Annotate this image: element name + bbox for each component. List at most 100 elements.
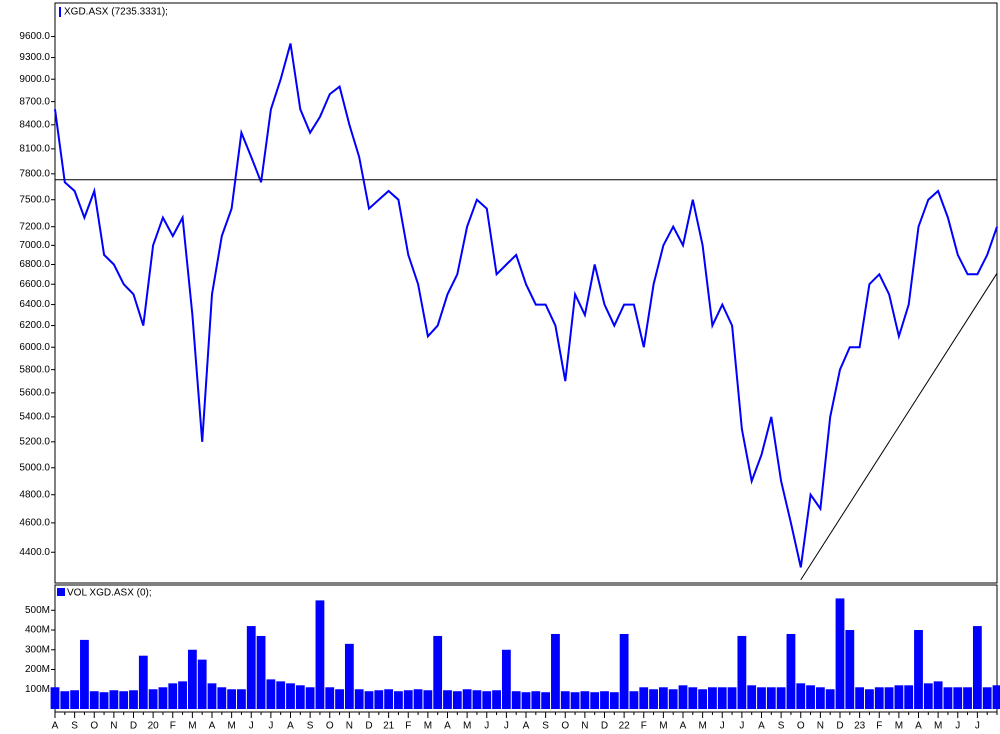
y-tick-label: 4800.0 [19, 489, 50, 500]
volume-bar [256, 635, 266, 709]
volume-bar [403, 690, 413, 709]
x-tick-label: S [542, 721, 549, 732]
volume-bar [364, 691, 374, 709]
x-tick-label: O [797, 721, 805, 732]
volume-bar [904, 685, 914, 709]
volume-bar [295, 685, 305, 709]
volume-bar [708, 687, 717, 709]
volume-bar [492, 690, 501, 709]
x-tick-label: J [268, 721, 273, 732]
x-tick-label: S [307, 721, 314, 732]
x-tick-label: 21 [383, 721, 395, 732]
volume-bar [70, 690, 80, 709]
x-tick-label: N [346, 721, 353, 732]
volume-bar [168, 683, 178, 709]
x-tick-label: J [720, 721, 725, 732]
volume-bar [776, 687, 786, 709]
volume-bar [972, 626, 982, 709]
y-tick-label: 100M [25, 684, 50, 695]
volume-bar [894, 685, 904, 709]
volume-bar [60, 691, 70, 709]
volume-bar [649, 689, 658, 709]
volume-bar [276, 681, 286, 709]
volume-bar [315, 600, 325, 709]
volume-bar [855, 687, 865, 709]
volume-bar [217, 687, 227, 709]
y-tick-label: 6400.0 [19, 299, 50, 310]
x-tick-label: A [287, 721, 294, 732]
y-tick-label: 7800.0 [19, 168, 50, 179]
volume-bar [619, 633, 629, 709]
x-tick-label: M [188, 721, 196, 732]
y-tick-label: 5000.0 [19, 462, 50, 473]
volume-bar [717, 687, 727, 709]
price-frame [54, 2, 998, 584]
volume-bar [325, 687, 335, 709]
volume-bar [953, 687, 963, 709]
volume-bar [609, 692, 619, 709]
x-tick-label: M [934, 721, 942, 732]
y-tick-label: 8100.0 [19, 144, 50, 155]
y-tick-label: 6800.0 [19, 259, 50, 270]
x-tick-label: M [463, 721, 471, 732]
volume-bar [305, 687, 315, 709]
y-tick-label: 6600.0 [19, 279, 50, 290]
x-tick-label: D [836, 721, 843, 732]
volume-bar [187, 649, 197, 709]
x-tick-label: A [758, 721, 765, 732]
x-tick-label: D [601, 721, 608, 732]
volume-bar [286, 683, 295, 709]
volume-bar [384, 689, 394, 709]
volume-bar [590, 692, 600, 709]
volume-bar [50, 687, 60, 709]
volume-bar [472, 690, 482, 709]
x-tick-label: 22 [619, 721, 631, 732]
volume-bar [344, 643, 354, 709]
x-tick-label: A [523, 721, 530, 732]
x-tick-label: O [561, 721, 569, 732]
y-tick-label: 5400.0 [19, 412, 50, 423]
x-tick-label: F [170, 721, 176, 732]
y-tick-label: 4600.0 [19, 518, 50, 529]
volume-bar [796, 683, 806, 709]
y-tick-label: 5200.0 [19, 436, 50, 447]
volume-bar [443, 690, 452, 709]
volume-bar [658, 687, 668, 709]
volume-bar [89, 691, 99, 709]
volume-bar [982, 687, 992, 709]
y-tick-label: 8700.0 [19, 96, 50, 107]
volume-bar [560, 691, 570, 709]
y-tick-label: 8400.0 [19, 119, 50, 130]
y-tick-label: 7200.0 [19, 221, 50, 232]
y-tick-label: 7000.0 [19, 240, 50, 251]
volume-bar [227, 689, 237, 709]
y-tick-label: 400M [25, 625, 50, 636]
volume-bar [580, 691, 590, 709]
volume-bar [835, 598, 845, 709]
x-tick-label: 23 [854, 721, 866, 732]
volume-bar [129, 690, 138, 709]
legend-label: XGD.ASX (7235.3331); [64, 7, 168, 18]
x-tick-label: M [659, 721, 667, 732]
volume-bar [482, 691, 492, 709]
x-tick-label: A [680, 721, 687, 732]
volume-bar [727, 687, 737, 709]
volume-bar [629, 691, 639, 709]
x-tick-label: S [71, 721, 78, 732]
volume-bar [884, 687, 894, 709]
x-tick-label: A [52, 721, 59, 732]
volume-bar [531, 691, 541, 709]
volume-bar [923, 683, 933, 709]
y-tick-label: 4400.0 [19, 547, 50, 558]
y-tick-label: 7500.0 [19, 194, 50, 205]
x-tick-label: J [955, 721, 960, 732]
volume-bar [737, 635, 747, 709]
volume-bar [914, 630, 923, 709]
x-tick-label: D [365, 721, 372, 732]
x-tick-label: S [778, 721, 785, 732]
volume-bar [766, 687, 776, 709]
volume-bar [266, 679, 276, 709]
volume-bar [109, 690, 119, 709]
